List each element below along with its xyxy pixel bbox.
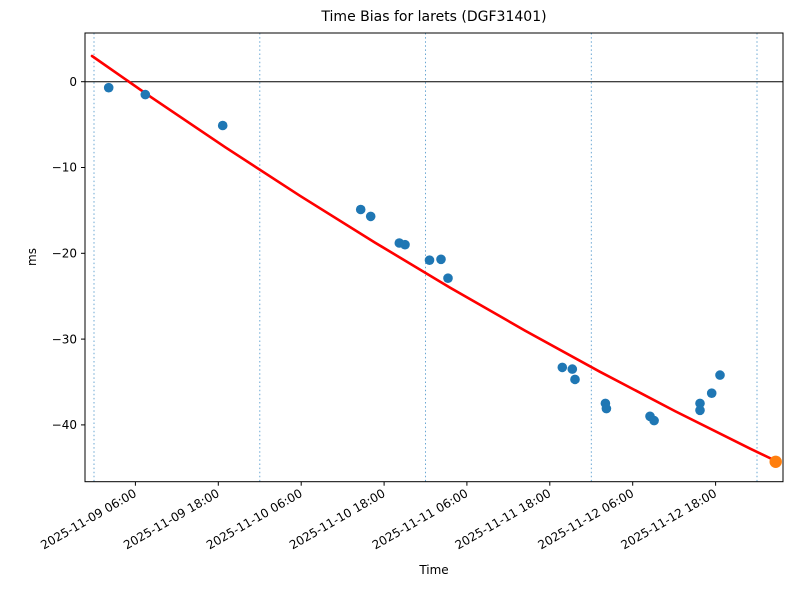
- y-tick-label: −30: [52, 332, 77, 346]
- latest-point: [769, 455, 782, 468]
- y-tick-label: 0: [69, 75, 77, 89]
- data-point: [103, 82, 114, 93]
- data-point: [365, 211, 376, 222]
- data-point: [601, 403, 612, 414]
- x-axis-label: Time: [419, 563, 449, 577]
- y-tick-label: −40: [52, 418, 77, 432]
- data-point: [715, 370, 725, 380]
- y-tick-label: −10: [52, 161, 77, 175]
- y-tick-label: −20: [52, 247, 77, 261]
- data-point: [424, 255, 435, 265]
- fit-line: [90, 54, 778, 463]
- plot-border: [84, 32, 784, 483]
- data-point: [355, 204, 366, 215]
- data-point: [695, 398, 705, 409]
- chart-title: Time Bias for larets (DGF31401): [321, 9, 547, 25]
- data-point: [570, 374, 580, 385]
- data-point: [140, 89, 151, 100]
- data-point: [443, 273, 453, 284]
- data-point: [695, 405, 705, 416]
- data-point: [400, 239, 410, 250]
- data-point: [706, 388, 717, 399]
- data-point: [567, 364, 578, 374]
- data-point: [557, 362, 568, 373]
- data-point: [649, 415, 659, 426]
- data-point: [217, 120, 228, 131]
- data-point: [436, 254, 446, 265]
